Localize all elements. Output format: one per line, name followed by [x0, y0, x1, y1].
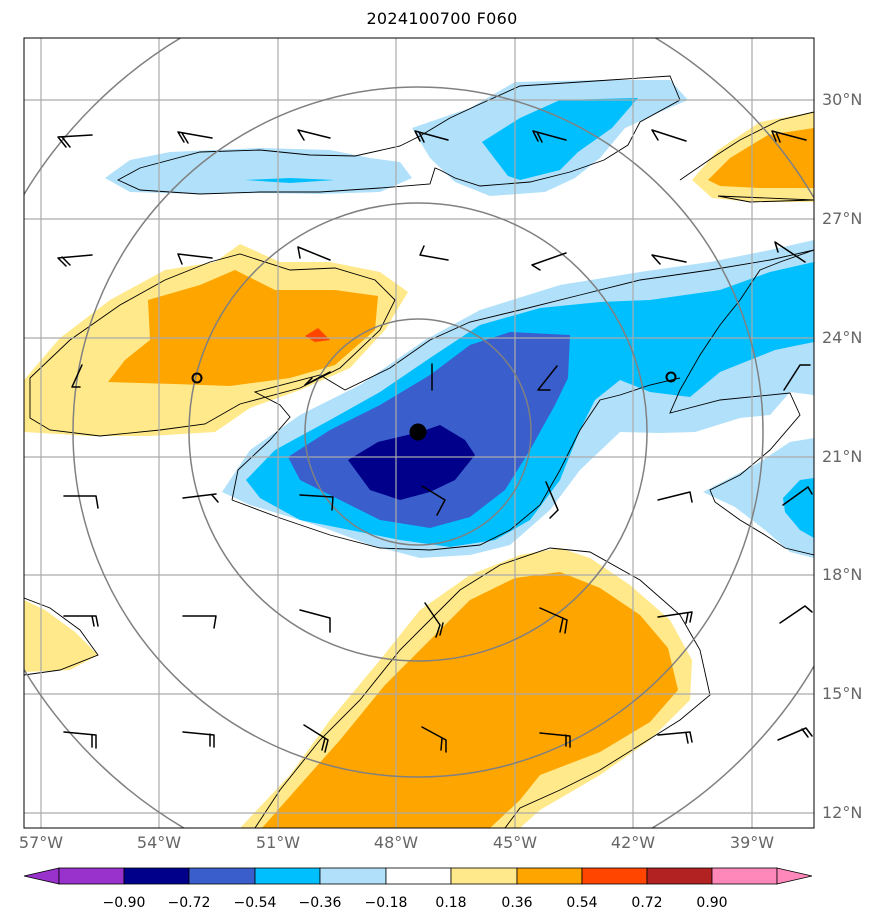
lon-label: 57°W [18, 833, 64, 852]
colorbar-bin [711, 867, 778, 885]
lat-label: 24°N [822, 328, 863, 347]
colorbar-bin [385, 867, 452, 885]
colorbar-bin [319, 867, 387, 885]
shade-orange [262, 572, 678, 828]
lat-label: 15°N [822, 684, 863, 703]
lon-label: 42°W [610, 833, 656, 852]
colorbar-tick-label: 0.36 [501, 895, 533, 911]
shade-blue [245, 178, 335, 183]
lon-label: 51°W [255, 833, 301, 852]
range-ring [72, 86, 764, 778]
lat-label: 27°N [822, 209, 863, 228]
shade-orange [108, 270, 378, 386]
shade-orange [708, 128, 814, 188]
range-rings [24, 38, 814, 828]
colorbar-extend-max [776, 867, 813, 885]
contour-line [254, 547, 711, 828]
colorbar-tick-label: −0.90 [102, 895, 146, 911]
lon-label: 48°W [373, 833, 419, 852]
contour-line [679, 111, 814, 203]
colorbar-tick-label: −0.54 [233, 895, 277, 911]
markers [191, 371, 677, 441]
lon-label: 45°W [492, 833, 538, 852]
contour-line [231, 377, 681, 551]
range-ring [188, 202, 648, 662]
lat-label: 30°N [822, 90, 863, 109]
colorbar-tick-label: −0.18 [364, 895, 408, 911]
colorbar-bin [581, 867, 648, 885]
colorbar [23, 867, 813, 885]
lat-label: 12°N [822, 803, 863, 822]
colorbar-bin [58, 867, 125, 885]
colorbar-tick-label: −0.36 [298, 895, 342, 911]
colorbar-bin [254, 867, 321, 885]
contour-line [231, 249, 814, 556]
shade-yellow [24, 600, 98, 672]
colorbar-bin [516, 867, 583, 885]
colorbar-bin [188, 867, 256, 885]
shade-light-blue [105, 148, 412, 194]
contour-line [24, 597, 99, 676]
colorbar-bin [450, 867, 518, 885]
lat-label: 21°N [822, 447, 863, 466]
storm-center-marker [409, 423, 427, 441]
colorbar-extend-min [23, 867, 60, 885]
open-circle-marker [665, 371, 677, 383]
shade-dark-blue [348, 425, 475, 500]
colorbar-tick-label: 0.90 [696, 895, 728, 911]
lon-label: 54°W [136, 833, 182, 852]
contour-line [116, 75, 681, 195]
lat-lon-grid [24, 38, 814, 828]
range-ring [304, 318, 532, 546]
colorbar-tick-label: −0.72 [167, 895, 211, 911]
shading-layer [24, 80, 814, 828]
colorbar-tick-label: 0.72 [631, 895, 663, 911]
wind-barbs [57, 129, 813, 753]
colorbar-bin [646, 867, 713, 885]
figure-title: 2024100700 F060 [366, 9, 518, 28]
map-area [24, 38, 814, 828]
lat-label: 18°N [822, 565, 863, 584]
contour-lines [24, 75, 814, 828]
lon-label: 39°W [729, 833, 775, 852]
map-frame [23, 37, 815, 829]
contour-line [29, 253, 396, 437]
colorbar-tick-label: 0.18 [435, 895, 467, 911]
colorbar-tick-label: 0.54 [566, 895, 598, 911]
open-circle-marker [191, 372, 203, 384]
shade-light-blue [703, 438, 814, 558]
colorbar-bin [123, 867, 190, 885]
shade-blue [783, 478, 814, 538]
